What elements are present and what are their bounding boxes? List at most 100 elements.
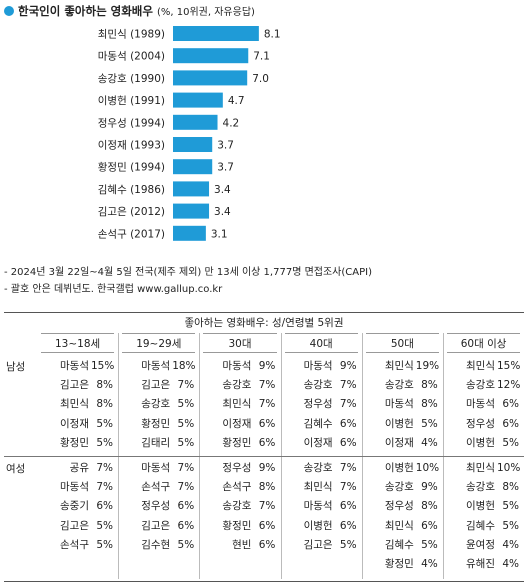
actor-name: 이정재	[60, 417, 89, 430]
table-cell: 김혜수 5%	[364, 536, 440, 555]
value-label: 3.7	[217, 140, 234, 152]
table-cell: 송강호 7%	[283, 459, 359, 478]
table-cell: 최민식 19%	[364, 357, 440, 376]
column-header: 40대	[284, 333, 358, 353]
actor-name: 김고은	[303, 538, 333, 551]
actor-name: 김고은	[141, 519, 171, 532]
actor-percent: 4%	[502, 538, 519, 551]
table-cell: 김혜수 5%	[445, 517, 521, 536]
value-label: 8.1	[264, 29, 281, 41]
table-cell: 송강호 8%	[445, 478, 521, 497]
table-cell: 마동석 6%	[445, 395, 521, 414]
value-label: 4.7	[228, 95, 245, 107]
actor-name: 황정민	[222, 436, 252, 449]
actor-percent: 12%	[497, 379, 521, 392]
bar	[173, 114, 218, 130]
actor-percent: 8%	[96, 398, 113, 411]
actor-percent: 7%	[258, 398, 276, 411]
actor-name: 이병헌	[466, 500, 495, 513]
table-cell: 김고은 8%	[39, 376, 115, 395]
table-cell: 최민식 6%	[364, 517, 440, 536]
value-label: 3.4	[214, 184, 231, 196]
table-cell: 김고은 5%	[39, 517, 115, 536]
table-cell: 최민식 8%	[39, 395, 115, 414]
bar	[173, 70, 248, 86]
actor-name: 송강호	[303, 462, 333, 474]
table-cell: 송강호 7%	[201, 376, 277, 395]
table-cell: 김수현 5%	[120, 536, 196, 555]
actor-name: 손석구	[222, 481, 252, 494]
category-label: 이병헌 (1991)	[98, 95, 165, 107]
actor-percent: 6%	[339, 519, 357, 532]
actor-name: 이정재	[222, 417, 252, 430]
actor-name: 김혜수	[466, 519, 495, 532]
actor-percent: 7%	[339, 462, 357, 474]
actor-name: 송강호	[466, 379, 495, 392]
table-cell: 황정민 4%	[364, 555, 440, 574]
actor-name: 마동석	[303, 360, 333, 372]
actor-name: 김고은	[60, 379, 89, 392]
table-cell: 현빈 6%	[201, 536, 277, 555]
actor-name: 마동석	[222, 360, 252, 372]
table-cell: 김혜수 6%	[283, 415, 359, 434]
actor-percent: 5%	[502, 500, 519, 513]
actor-name: 송중기	[60, 500, 89, 513]
actor-percent: 18%	[172, 360, 196, 372]
table-cell: 송강호 7%	[201, 497, 277, 516]
section-label: 남성	[6, 361, 26, 373]
table-cell: 공유 7%	[39, 459, 115, 478]
table-cell: 이정재 6%	[283, 434, 359, 453]
table-cell: 이정재 4%	[364, 434, 440, 453]
actor-name: 이병헌	[466, 436, 495, 449]
actor-name: 마동석	[60, 360, 89, 372]
table-cell: 이병헌 5%	[364, 415, 440, 434]
table-cell: 윤여정 4%	[445, 536, 521, 555]
actor-name: 정우성	[222, 462, 252, 474]
actor-name: 송강호	[466, 481, 495, 494]
actor-name: 최민식	[466, 360, 495, 372]
bar	[173, 92, 223, 108]
actor-percent: 9%	[339, 360, 357, 372]
actor-name: 마동석	[303, 500, 333, 513]
column-header: 30대	[203, 333, 277, 353]
actor-name: 마동석	[384, 398, 414, 411]
bar-chart: 최민식 (1989) 8.1 마동석 (2004) 7.1 송강호 (1990) 7.0 이…	[98, 26, 281, 241]
actor-percent: 5%	[96, 538, 113, 551]
chart-title: 한국인이 좋아하는 영화배우 (%, 10위권, 자유응답)	[4, 3, 255, 19]
breakdown-table: 좋아하는 영화배우: 성/연령별 5위권 13~18세 19~29세 30대 40대 5…	[4, 312, 524, 582]
bar	[173, 137, 213, 152]
table-cell: 마동석 15%	[39, 357, 115, 376]
table-cell: 마동석 8%	[364, 395, 440, 414]
actor-percent: 10%	[415, 462, 440, 474]
table-cell: 정우성 6%	[120, 497, 196, 516]
actor-name: 정우성	[303, 398, 333, 411]
actor-percent: 4%	[502, 558, 519, 570]
actor-percent: 6%	[96, 500, 113, 513]
actor-name: 김혜수	[303, 417, 333, 430]
actor-name: 최민식	[466, 462, 495, 474]
actor-name: 공유	[69, 462, 89, 474]
actor-percent: 15%	[497, 360, 521, 372]
table-cell: 이병헌 6%	[283, 517, 359, 536]
actor-percent: 7%	[339, 398, 357, 411]
category-label: 최민식 (1989)	[98, 29, 165, 41]
actor-percent: 4%	[421, 436, 438, 449]
actor-percent: 7%	[258, 500, 276, 513]
actor-name: 손석구	[141, 481, 171, 494]
column-header: 13~18세	[41, 333, 115, 353]
table-cell: 마동석 9%	[283, 357, 359, 376]
actor-name: 이병헌	[303, 519, 333, 532]
actor-percent: 5%	[502, 436, 519, 449]
actor-name: 김고은	[60, 519, 89, 532]
actor-percent: 5%	[177, 417, 195, 430]
actor-name: 윤여정	[466, 538, 495, 551]
table-cell: 송강호 5%	[120, 395, 196, 414]
table-title: 좋아하는 영화배우: 성/연령별 5위권	[184, 317, 344, 329]
actor-name: 최민식	[222, 398, 252, 411]
actor-percent: 7%	[96, 481, 113, 494]
table-cell: 김태리 5%	[120, 434, 196, 453]
table-cell: 최민식 10%	[445, 459, 521, 478]
actor-name: 황정민	[384, 558, 414, 570]
bar	[173, 48, 249, 64]
actor-name: 정우성	[384, 500, 414, 513]
